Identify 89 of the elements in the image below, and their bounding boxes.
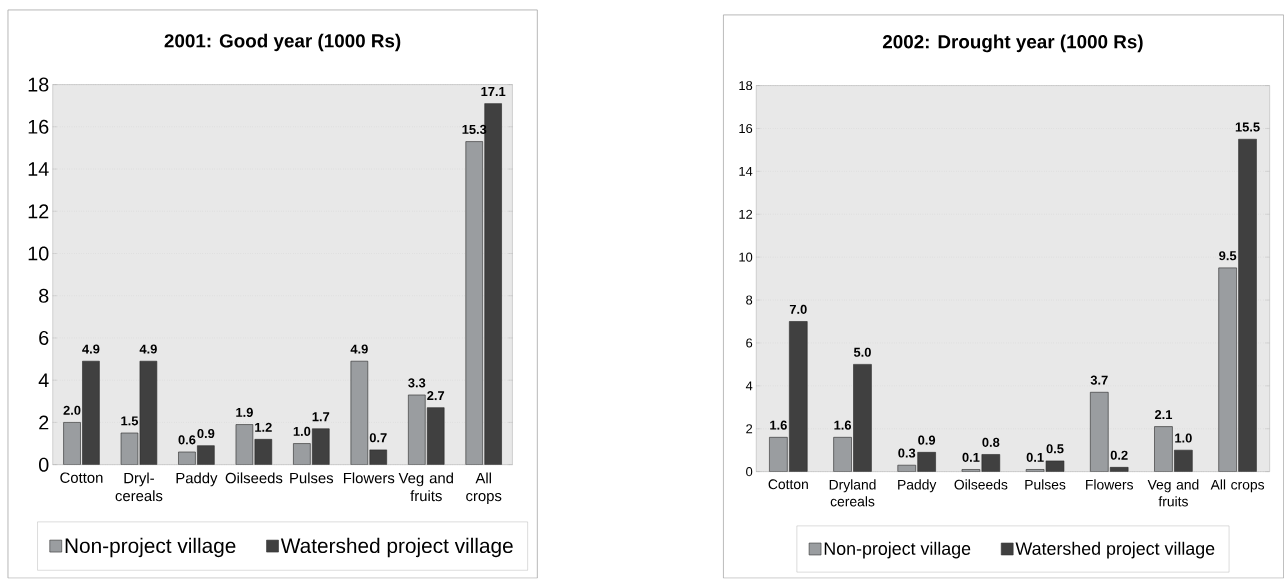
x-tick-label: Flowers: [1086, 479, 1134, 490]
y-tick-label: 8: [39, 288, 49, 303]
x-tick-label: Pulses: [1025, 479, 1066, 490]
data-label: 15.5: [1235, 122, 1260, 132]
y-tick-label: 6: [39, 331, 49, 346]
x-tick-label: Dryland cereals: [829, 479, 876, 507]
y-tick-label: 14: [28, 162, 49, 177]
data-label: 1.9: [236, 408, 253, 418]
y-tick-label: 18: [28, 77, 49, 92]
data-label: 0.2: [1110, 450, 1128, 461]
bar: [312, 429, 330, 465]
x-tick-label: Paddy: [176, 472, 218, 487]
y-tick-label: 4: [745, 381, 753, 391]
data-label: 2.7: [427, 391, 445, 401]
y-tick-label: 4: [38, 373, 49, 388]
data-label: 1.5: [121, 416, 139, 426]
data-label: 0.7: [369, 433, 387, 443]
data-label: 1.6: [770, 420, 787, 430]
data-label: 0.9: [197, 429, 215, 439]
data-label: 1.7: [312, 412, 330, 422]
x-tick-label: All crops: [466, 472, 502, 505]
data-label: 3.7: [1090, 375, 1108, 385]
data-label: 0.1: [962, 453, 980, 463]
data-label: 1.0: [293, 427, 311, 437]
data-label: 0.6: [178, 435, 196, 445]
bar: [1238, 139, 1257, 472]
chart-title: 2001: Good year (1000 Rs): [164, 33, 401, 52]
data-label: 0.5: [1046, 444, 1064, 454]
bar: [293, 443, 311, 465]
x-tick-label: Cotton: [60, 472, 103, 484]
y-tick-label: 10: [739, 252, 753, 262]
legend-label: Non-project village: [65, 538, 236, 558]
bar: [769, 437, 788, 472]
x-tick-label: All crops: [1210, 479, 1265, 493]
x-tick-label: Oilseeds: [225, 472, 283, 484]
legend-label: Non-project village: [824, 542, 971, 559]
chart-title: 2002: Drought year (1000 Rs): [882, 34, 1143, 53]
y-tick-label: 0: [746, 467, 753, 477]
bar: [853, 364, 872, 472]
data-label: 4.9: [139, 344, 157, 354]
data-label: 0.1: [1026, 453, 1044, 463]
bar: [197, 445, 215, 465]
data-label: 4.9: [350, 344, 368, 354]
y-tick-label: 16: [28, 120, 49, 135]
bar: [1154, 426, 1173, 472]
data-label: 1.2: [255, 422, 272, 432]
bar: [427, 407, 445, 465]
y-tick-label: 8: [746, 295, 753, 305]
x-tick-label: Oilseeds: [954, 479, 1008, 490]
y-tick-label: 12: [739, 210, 753, 219]
bar: [465, 141, 484, 465]
bar: [1218, 267, 1237, 472]
x-tick-label: Cotton: [768, 479, 808, 490]
bar: [408, 395, 426, 465]
y-tick-label: 14: [739, 167, 753, 177]
bar: [1090, 392, 1109, 472]
bar: [82, 361, 100, 465]
y-tick-label: 10: [28, 246, 49, 261]
y-tick-label: 18: [739, 81, 753, 91]
data-label: 0.8: [982, 438, 1000, 448]
data-label: 4.9: [82, 344, 100, 354]
x-tick-label: Paddy: [898, 479, 937, 493]
y-tick-label: 12: [28, 204, 49, 219]
x-tick-label: Veg and fruits: [398, 472, 453, 502]
data-label: 1.6: [834, 420, 852, 430]
data-label: 7.0: [789, 305, 807, 315]
data-label: 0.3: [898, 448, 916, 458]
x-tick-label: Veg and fruits: [1147, 479, 1199, 507]
data-label: 17.1: [481, 87, 506, 97]
y-tick-label: 16: [739, 124, 753, 134]
x-tick-label: Dryl- cereals: [115, 472, 163, 502]
data-label: 9.5: [1219, 251, 1237, 261]
data-label: 3.3: [408, 378, 426, 388]
legend-label: Watershed project village: [280, 538, 513, 558]
y-tick-label: 6: [746, 338, 753, 348]
bar: [789, 321, 808, 472]
x-tick-label: Pulses: [290, 472, 334, 484]
bar: [63, 422, 81, 465]
legend-label: Watershed project village: [1015, 542, 1215, 559]
y-tick-label: 2: [746, 424, 753, 434]
bar: [833, 437, 852, 472]
data-label: 5.0: [853, 347, 871, 358]
data-label: 2.0: [63, 405, 81, 416]
y-tick-label: 0: [39, 457, 49, 472]
data-label: 2.1: [1154, 410, 1173, 420]
data-label: 0.9: [918, 435, 936, 445]
y-tick-label: 2: [39, 415, 49, 430]
data-label: 1.0: [1175, 433, 1192, 443]
x-tick-label: Flowers: [343, 472, 395, 484]
